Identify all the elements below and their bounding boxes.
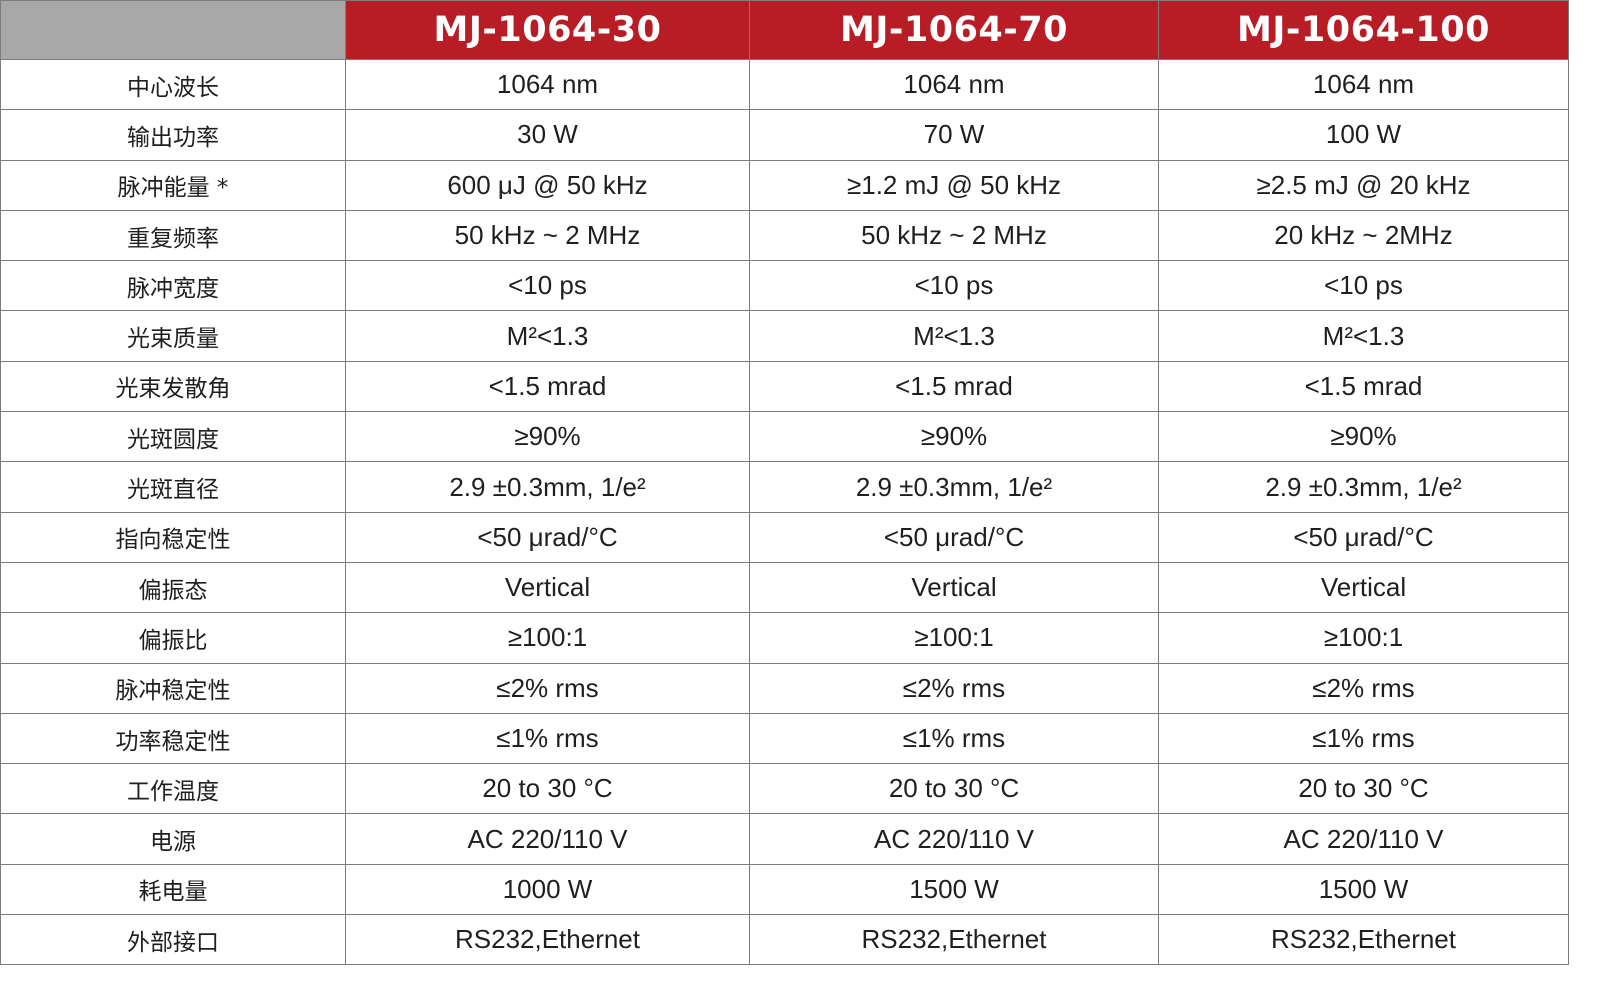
value-cell-model-3: 2.9 ±0.3mm, 1/e² [1158,461,1569,513]
parameter-label: 偏振比 [0,612,346,664]
value-cell-model-3: AC 220/110 V [1158,813,1569,865]
parameter-label: 脉冲能量 * [0,159,346,211]
value-cell-model-1: Vertical [345,561,750,614]
value-cell-model-1: <10 ps [345,260,750,312]
table-row: 光斑圆度 ≥90% ≥90% ≥90% [0,411,1569,463]
parameter-label: 偏振态 [0,561,346,614]
value-cell-model-2: ≥100:1 [749,612,1159,664]
value-cell-model-3: M²<1.3 [1158,310,1569,362]
parameter-label: 光斑直径 [0,461,346,513]
header-row: MJ-1064-30 MJ-1064-70 MJ-1064-100 [0,0,1569,60]
value-cell-model-2: <50 μrad/°C [749,511,1159,563]
value-cell-model-3: ≥90% [1158,411,1569,463]
table-row: 光束质量 M²<1.3 M²<1.3 M²<1.3 [0,310,1569,362]
value-cell-model-1: ≤2% rms [345,662,750,714]
table-row: 外部接口 RS232,Ethernet RS232,Ethernet RS232,Et… [0,914,1569,966]
value-cell-model-1: ≤1% rms [345,712,750,765]
value-cell-model-3: <50 μrad/°C [1158,511,1569,563]
parameter-label: 指向稳定性 [0,511,346,563]
model-header-2: MJ-1064-70 [749,0,1159,60]
parameter-label: 光束发散角 [0,360,346,413]
value-cell-model-1: ≥90% [345,411,750,463]
value-cell-model-3: <1.5 mrad [1158,360,1569,413]
parameter-label: 电源 [0,813,346,865]
table-row: 耗电量 1000 W 1500 W 1500 W [0,863,1569,916]
parameter-label: 功率稳定性 [0,712,346,765]
value-cell-model-2: <1.5 mrad [749,360,1159,413]
value-cell-model-2: 70 W [749,109,1159,161]
value-cell-model-2: RS232,Ethernet [749,914,1159,966]
value-cell-model-2: 1064 nm [749,58,1159,111]
value-cell-model-1: 1000 W [345,863,750,916]
value-cell-model-1: 20 to 30 °C [345,763,750,815]
parameter-label: 中心波长 [0,58,346,111]
table-row: 光束发散角 <1.5 mrad <1.5 mrad <1.5 mrad [0,360,1569,413]
value-cell-model-3: ≤1% rms [1158,712,1569,765]
parameter-label: 重复频率 [0,209,346,262]
value-cell-model-1: RS232,Ethernet [345,914,750,966]
table-row: 偏振态 Vertical Vertical Vertical [0,561,1569,614]
value-cell-model-2: <10 ps [749,260,1159,312]
table-row: 重复频率 50 kHz ~ 2 MHz 50 kHz ~ 2 MHz 20 kHz ~… [0,209,1569,262]
table-row: 功率稳定性 ≤1% rms ≤1% rms ≤1% rms [0,712,1569,765]
value-cell-model-1: <1.5 mrad [345,360,750,413]
parameter-label: 耗电量 [0,863,346,916]
table-row: 脉冲宽度 <10 ps <10 ps <10 ps [0,260,1569,312]
table-row: 工作温度 20 to 30 °C 20 to 30 °C 20 to 30 °C [0,763,1569,815]
table-row: 中心波长 1064 nm 1064 nm 1064 nm [0,58,1569,111]
value-cell-model-1: 2.9 ±0.3mm, 1/e² [345,461,750,513]
value-cell-model-3: 1064 nm [1158,58,1569,111]
parameter-label: 脉冲稳定性 [0,662,346,714]
value-cell-model-2: ≥90% [749,411,1159,463]
value-cell-model-1: ≥100:1 [345,612,750,664]
value-cell-model-2: AC 220/110 V [749,813,1159,865]
parameter-label: 光斑圆度 [0,411,346,463]
value-cell-model-3: RS232,Ethernet [1158,914,1569,966]
value-cell-model-3: 100 W [1158,109,1569,161]
value-cell-model-3: 20 to 30 °C [1158,763,1569,815]
value-cell-model-1: 30 W [345,109,750,161]
value-cell-model-3: ≥2.5 mJ @ 20 kHz [1158,159,1569,211]
model-header-3: MJ-1064-100 [1158,0,1569,60]
table-body: 中心波长 1064 nm 1064 nm 1064 nm 输出功率 30 W 70 W 100… [0,58,1569,966]
table-row: 偏振比 ≥100:1 ≥100:1 ≥100:1 [0,612,1569,664]
value-cell-model-2: ≤2% rms [749,662,1159,714]
value-cell-model-3: 1500 W [1158,863,1569,916]
value-cell-model-3: <10 ps [1158,260,1569,312]
corner-cell [0,0,346,60]
table-row: 脉冲稳定性 ≤2% rms ≤2% rms ≤2% rms [0,662,1569,714]
value-cell-model-2: 20 to 30 °C [749,763,1159,815]
value-cell-model-3: 20 kHz ~ 2MHz [1158,209,1569,262]
spec-table: MJ-1064-30 MJ-1064-70 MJ-1064-100 中心波长 10… [0,0,1569,966]
parameter-label: 光束质量 [0,310,346,362]
value-cell-model-2: Vertical [749,561,1159,614]
value-cell-model-2: ≤1% rms [749,712,1159,765]
table-row: 脉冲能量 * 600 μJ @ 50 kHz ≥1.2 mJ @ 50 kHz ≥2.… [0,159,1569,211]
value-cell-model-3: ≥100:1 [1158,612,1569,664]
value-cell-model-1: <50 μrad/°C [345,511,750,563]
value-cell-model-3: ≤2% rms [1158,662,1569,714]
value-cell-model-1: M²<1.3 [345,310,750,362]
value-cell-model-1: AC 220/110 V [345,813,750,865]
value-cell-model-3: Vertical [1158,561,1569,614]
table-header: MJ-1064-30 MJ-1064-70 MJ-1064-100 [0,0,1569,60]
parameter-label: 外部接口 [0,914,346,966]
table-row: 电源 AC 220/110 V AC 220/110 V AC 220/110 V [0,813,1569,865]
table-row: 光斑直径 2.9 ±0.3mm, 1/e² 2.9 ±0.3mm, 1/e² 2.9 … [0,461,1569,513]
model-header-1: MJ-1064-30 [345,0,750,60]
value-cell-model-2: 1500 W [749,863,1159,916]
value-cell-model-2: ≥1.2 mJ @ 50 kHz [749,159,1159,211]
table-row: 输出功率 30 W 70 W 100 W [0,109,1569,161]
value-cell-model-2: 2.9 ±0.3mm, 1/e² [749,461,1159,513]
parameter-label: 输出功率 [0,109,346,161]
value-cell-model-1: 600 μJ @ 50 kHz [345,159,750,211]
parameter-label: 工作温度 [0,763,346,815]
table-row: 指向稳定性 <50 μrad/°C <50 μrad/°C <50 μrad/°C [0,511,1569,563]
value-cell-model-2: M²<1.3 [749,310,1159,362]
parameter-label: 脉冲宽度 [0,260,346,312]
value-cell-model-2: 50 kHz ~ 2 MHz [749,209,1159,262]
value-cell-model-1: 50 kHz ~ 2 MHz [345,209,750,262]
value-cell-model-1: 1064 nm [345,58,750,111]
